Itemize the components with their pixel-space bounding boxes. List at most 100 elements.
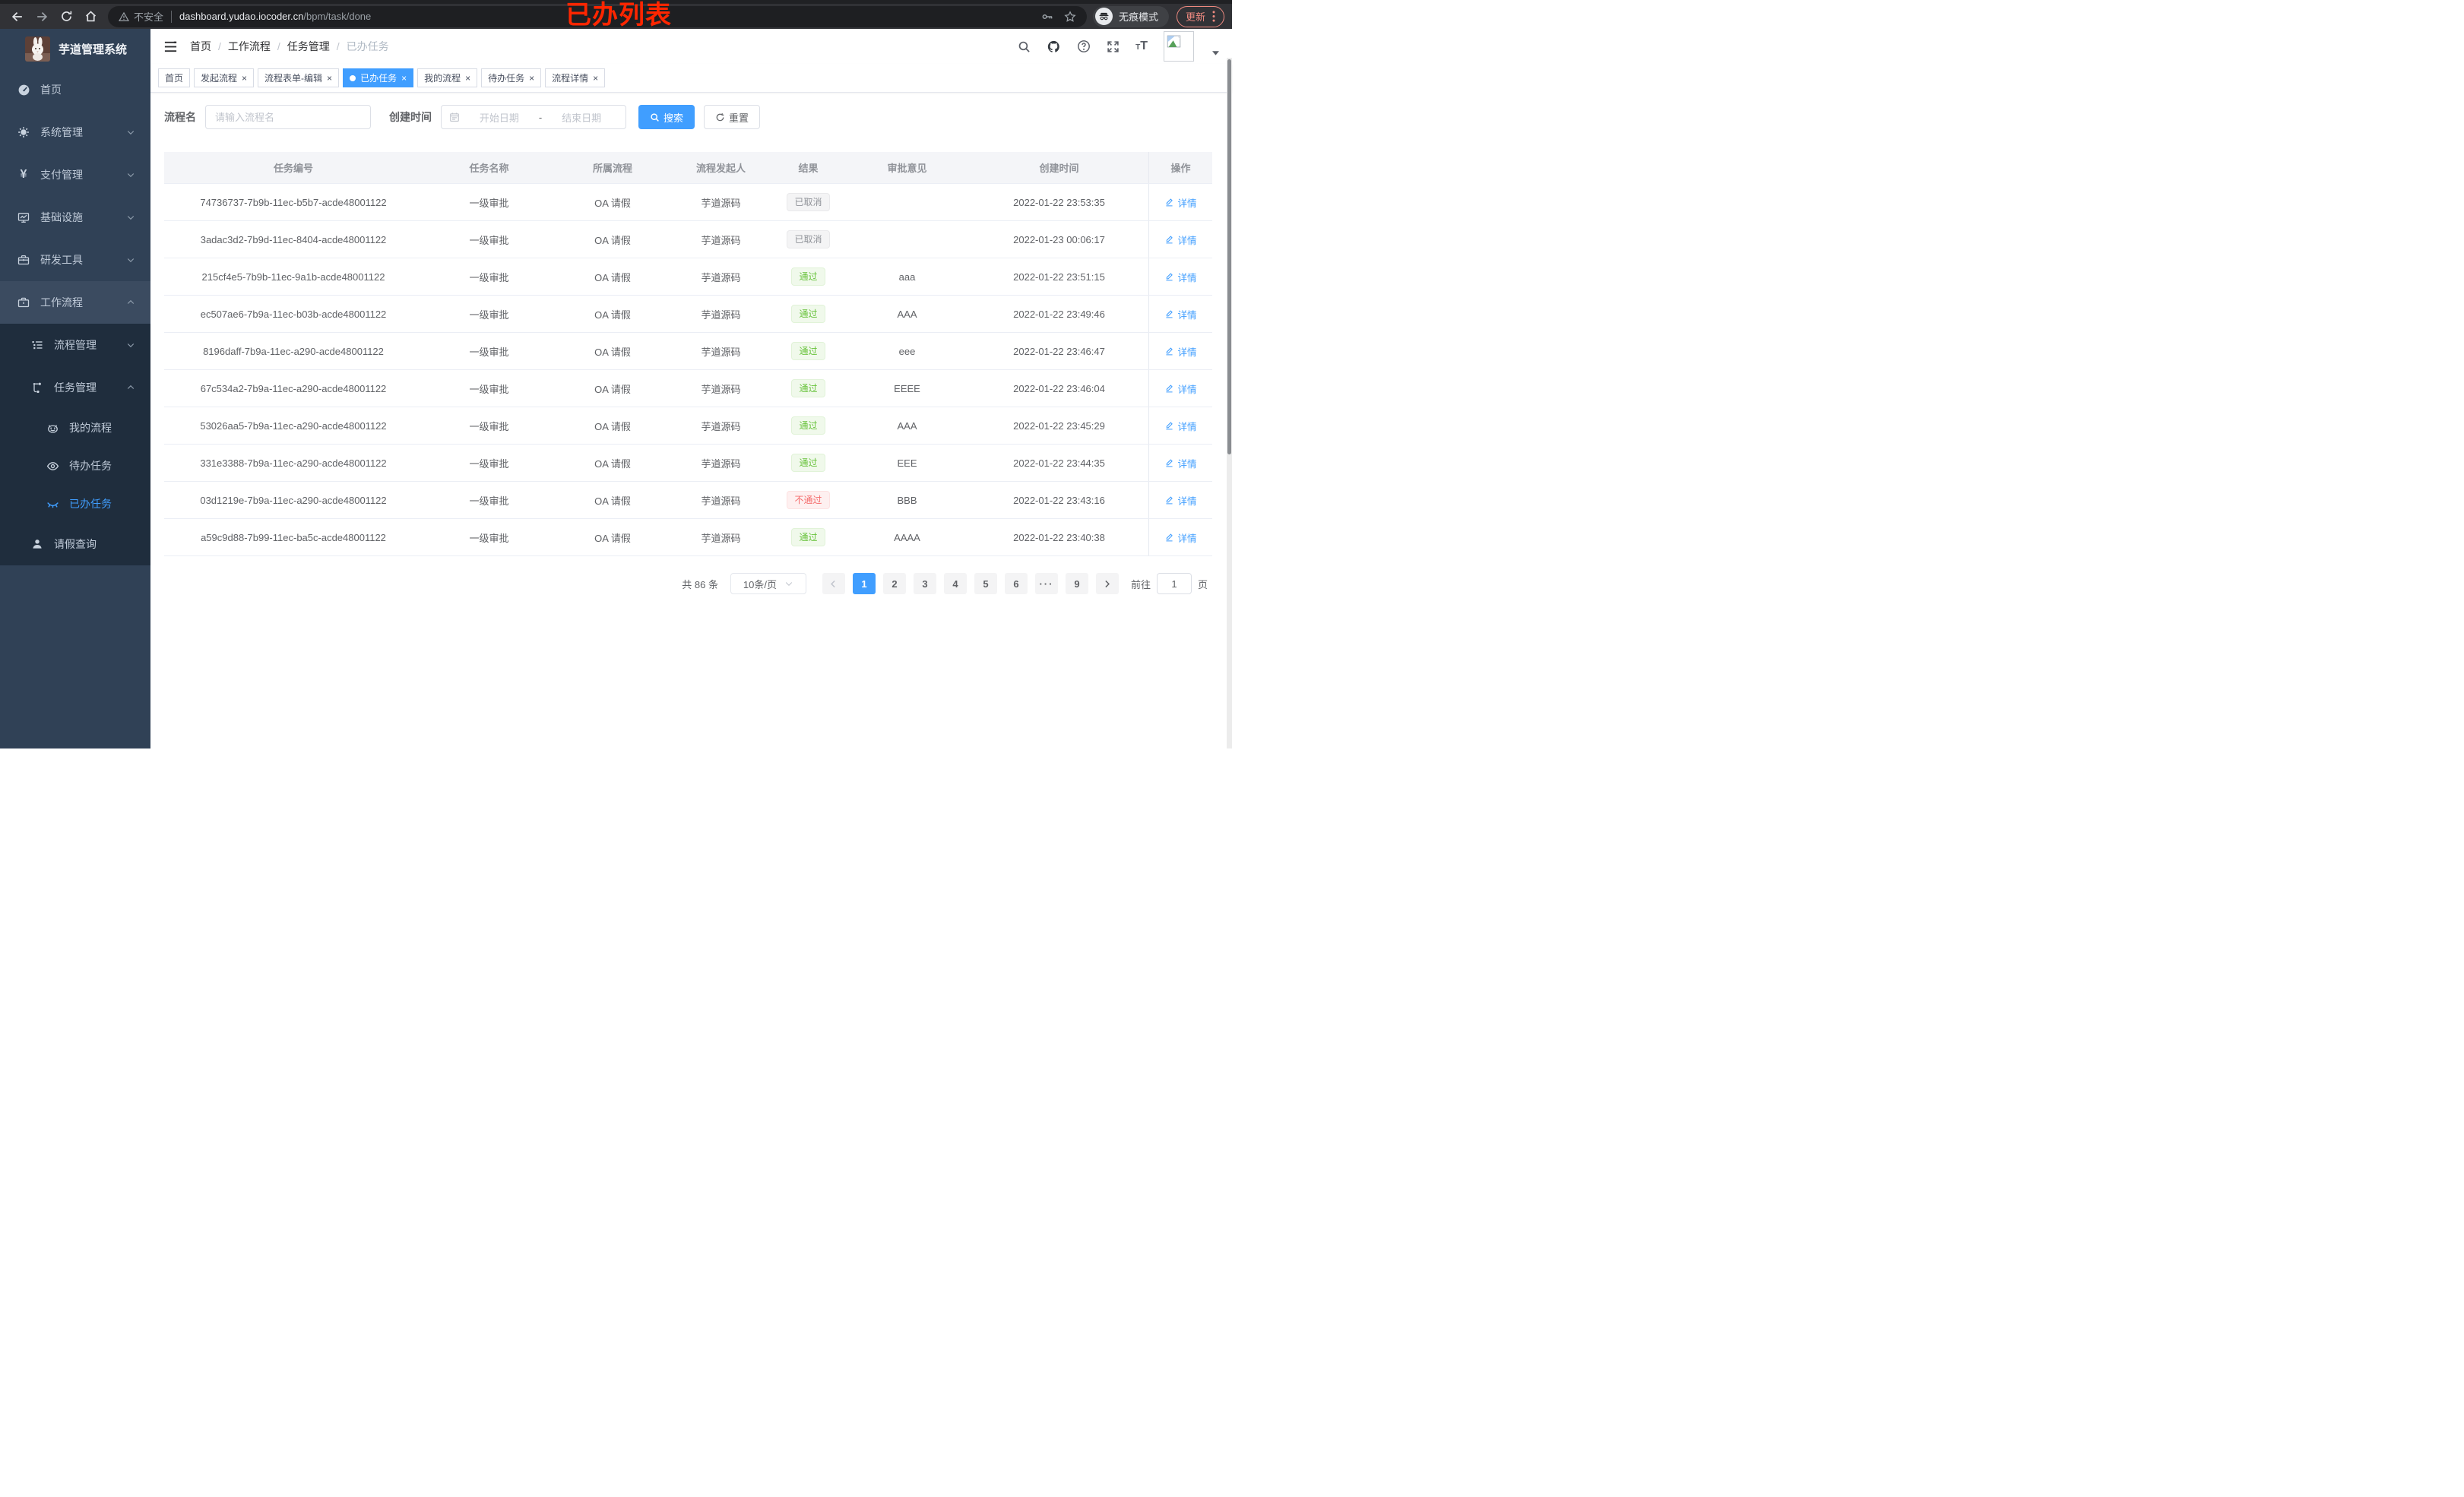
breadcrumb-item[interactable]: 任务管理	[287, 40, 330, 52]
home-icon[interactable]	[81, 7, 100, 27]
avatar-caret-icon[interactable]	[1211, 49, 1220, 56]
sidebar-toggle-icon[interactable]	[163, 40, 178, 54]
browser-menu-icon[interactable]	[1212, 11, 1215, 22]
close-icon[interactable]: ×	[465, 72, 471, 84]
breadcrumb-item[interactable]: 工作流程	[227, 40, 271, 52]
page-button-4[interactable]: 4	[943, 573, 967, 594]
tab-我的流程[interactable]: 我的流程 ×	[417, 68, 478, 87]
sidebar-item-系统管理[interactable]: 系统管理	[0, 111, 150, 153]
sidebar-item-label: 已办任务	[69, 498, 112, 510]
sidebar-item-首页[interactable]: 首页	[0, 68, 150, 111]
detail-link[interactable]: 详情	[1164, 195, 1197, 210]
github-icon[interactable]	[1047, 40, 1061, 54]
create-time-cell: 2022-01-22 23:49:46	[1013, 308, 1105, 320]
page-button-3[interactable]: 3	[913, 573, 936, 594]
forward-icon[interactable]	[32, 7, 52, 27]
action-cell: 详情	[1148, 519, 1212, 555]
page-button-6[interactable]: 6	[1004, 573, 1028, 594]
annotation-label: 已办列表	[565, 1, 672, 30]
yen-icon: ¥	[20, 168, 27, 181]
active-dot	[350, 74, 356, 81]
breadcrumb-item[interactable]: 首页	[190, 40, 211, 52]
column-header: 所属流程	[592, 163, 632, 174]
detail-link[interactable]: 详情	[1164, 530, 1197, 545]
next-page-button[interactable]	[1095, 573, 1119, 594]
update-button[interactable]: 更新	[1176, 5, 1224, 27]
detail-link[interactable]: 详情	[1164, 307, 1197, 321]
detail-link[interactable]: 详情	[1164, 233, 1197, 247]
page-button-9[interactable]: 9	[1065, 573, 1088, 594]
bookmark-star-icon[interactable]	[1064, 10, 1076, 23]
avatar[interactable]	[1164, 31, 1194, 62]
sidebar-item-流程管理[interactable]: 流程管理	[0, 324, 150, 366]
detail-label: 详情	[1177, 495, 1197, 507]
key-icon[interactable]	[1041, 11, 1053, 23]
tab-已办任务[interactable]: 已办任务 ×	[343, 68, 414, 87]
opinion-cell: aaa	[898, 271, 916, 283]
sidebar-item-请假查询[interactable]: 请假查询	[0, 523, 150, 565]
tab-流程详情[interactable]: 流程详情 ×	[545, 68, 606, 87]
page-button-5[interactable]: 5	[974, 573, 997, 594]
jump-page-input[interactable]	[1156, 573, 1192, 594]
url-host: dashboard.yudao.iocoder.cn	[179, 11, 304, 22]
close-icon[interactable]: ×	[327, 72, 333, 84]
tab-发起流程[interactable]: 发起流程 ×	[194, 68, 255, 87]
create-time-cell: 2022-01-22 23:46:47	[1013, 345, 1105, 357]
scrollbar-thumb[interactable]	[1227, 59, 1231, 454]
pencil-icon	[1164, 384, 1174, 394]
detail-link[interactable]: 详情	[1164, 270, 1197, 284]
task-id-cell: 215cf4e5-7b9b-11ec-9a1b-acde48001122	[201, 271, 385, 283]
result-cell: 已取消	[772, 221, 844, 258]
detail-link[interactable]: 详情	[1164, 493, 1197, 508]
back-icon[interactable]	[8, 7, 27, 27]
sidebar-item-工作流程[interactable]: 工作流程	[0, 281, 150, 324]
fullscreen-icon[interactable]	[1107, 40, 1120, 53]
sidebar-item-已办任务[interactable]: 已办任务	[0, 485, 150, 523]
sidebar-item-支付管理[interactable]: ¥ 支付管理	[0, 153, 150, 196]
reload-icon[interactable]	[56, 7, 76, 27]
url-bar[interactable]: 不安全 dashboard.yudao.iocoder.cn /bpm/task…	[108, 5, 1087, 27]
date-range-picker[interactable]: 开始日期 - 结束日期	[441, 105, 626, 129]
security-chip[interactable]: 不安全	[119, 9, 163, 24]
detail-link[interactable]: 详情	[1164, 419, 1197, 433]
tab-待办任务[interactable]: 待办任务 ×	[481, 68, 542, 87]
search-icon[interactable]	[1018, 40, 1031, 53]
detail-label: 详情	[1177, 384, 1197, 395]
opinion-cell: EEEE	[894, 382, 920, 394]
table-body: 74736737-7b9b-11ec-b5b7-acde48001122 一级审批…	[164, 184, 1212, 556]
detail-link[interactable]: 详情	[1164, 381, 1197, 396]
task-name-cell: 一级审批	[469, 346, 509, 358]
close-icon[interactable]: ×	[401, 72, 407, 84]
sidebar-item-研发工具[interactable]: 研发工具	[0, 239, 150, 281]
close-icon[interactable]: ×	[242, 72, 248, 84]
scrollbar[interactable]	[1227, 58, 1232, 748]
process-name-input[interactable]	[205, 105, 371, 129]
close-icon[interactable]: ×	[593, 72, 599, 84]
sidebar-item-我的流程[interactable]: 我的流程	[0, 409, 150, 447]
sidebar-item-任务管理[interactable]: 任务管理	[0, 366, 150, 409]
tab-流程表单-编辑[interactable]: 流程表单-编辑 ×	[258, 68, 340, 87]
page-size-select[interactable]: 10条/页	[730, 573, 806, 594]
starter-cell: 芋道源码	[701, 532, 741, 544]
help-icon[interactable]	[1077, 40, 1091, 53]
url-path: /bpm/task/done	[303, 11, 372, 22]
detail-link[interactable]: 详情	[1164, 344, 1197, 359]
app-logo[interactable]: 芋道管理系统	[0, 29, 150, 68]
detail-link[interactable]: 详情	[1164, 456, 1197, 470]
search-button[interactable]: 搜索	[638, 105, 695, 129]
process-cell: OA 请假	[594, 383, 631, 395]
prev-page-button[interactable]	[822, 573, 845, 594]
task-id-cell: 53026aa5-7b9a-11ec-a290-acde48001122	[200, 419, 387, 432]
sidebar-item-基础设施[interactable]: 基础设施	[0, 196, 150, 239]
close-icon[interactable]: ×	[529, 72, 535, 84]
opinion-cell: AAA	[897, 308, 917, 320]
table-row: 215cf4e5-7b9b-11ec-9a1b-acde48001122 一级审批…	[164, 258, 1212, 296]
page-button-2[interactable]: 2	[882, 573, 906, 594]
reset-button[interactable]: 重置	[704, 105, 761, 129]
more-pages-button[interactable]: ···	[1034, 573, 1058, 594]
logo-image	[25, 36, 50, 62]
sidebar-item-待办任务[interactable]: 待办任务	[0, 447, 150, 485]
tab-首页[interactable]: 首页	[158, 68, 191, 87]
page-button-1[interactable]: 1	[852, 573, 876, 594]
